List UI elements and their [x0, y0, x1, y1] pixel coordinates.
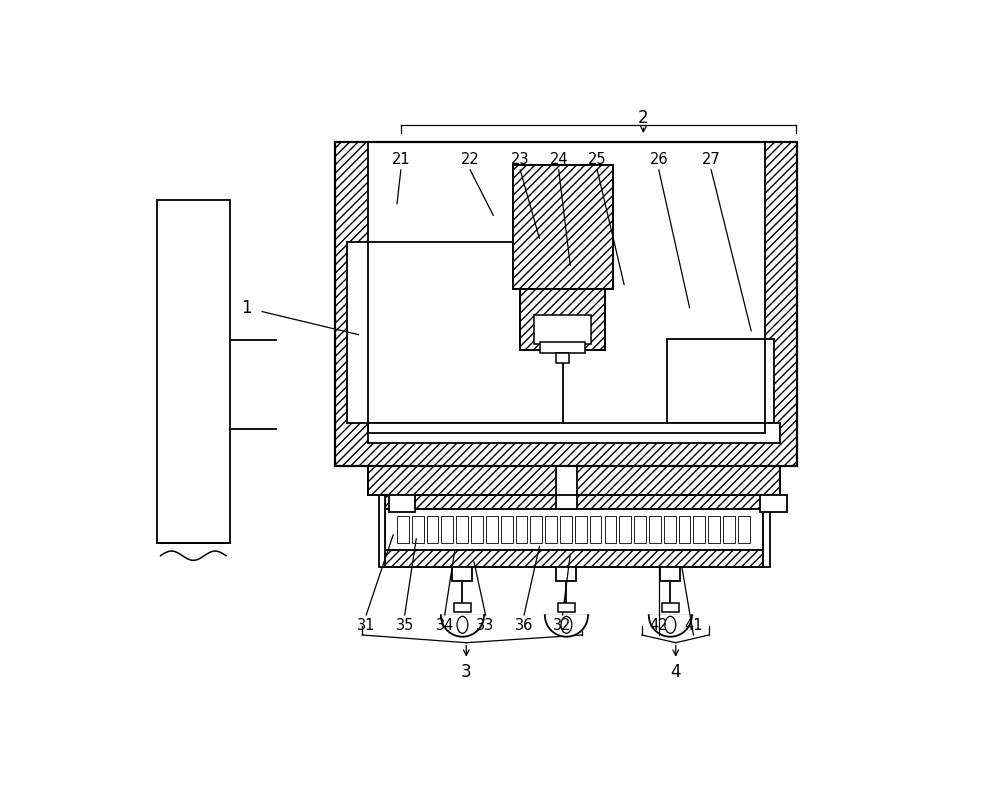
- Bar: [379, 495, 385, 567]
- Text: 24: 24: [549, 152, 568, 166]
- Bar: [412, 517, 424, 543]
- Bar: [335, 142, 797, 466]
- Bar: [486, 517, 498, 543]
- Bar: [556, 466, 577, 510]
- Bar: [516, 517, 527, 543]
- Bar: [385, 550, 763, 567]
- Bar: [385, 510, 763, 550]
- Bar: [590, 517, 601, 543]
- Bar: [368, 466, 780, 495]
- Bar: [368, 466, 780, 495]
- Bar: [520, 289, 605, 350]
- Bar: [520, 289, 605, 350]
- Bar: [763, 495, 770, 567]
- Bar: [649, 517, 661, 543]
- Text: 2: 2: [638, 109, 649, 126]
- Bar: [452, 567, 472, 581]
- Bar: [605, 517, 616, 543]
- Bar: [556, 353, 569, 363]
- Bar: [512, 166, 613, 289]
- Bar: [558, 602, 575, 612]
- Text: 31: 31: [357, 618, 375, 634]
- Bar: [335, 142, 797, 466]
- Bar: [660, 567, 680, 581]
- Bar: [441, 517, 453, 543]
- Bar: [575, 517, 587, 543]
- Text: 21: 21: [392, 152, 410, 166]
- Bar: [512, 166, 613, 289]
- Polygon shape: [441, 615, 484, 637]
- Bar: [662, 602, 679, 612]
- Bar: [723, 517, 735, 543]
- Ellipse shape: [561, 616, 572, 634]
- Text: 33: 33: [476, 618, 495, 634]
- Bar: [534, 314, 591, 344]
- Bar: [385, 550, 763, 567]
- Bar: [456, 517, 468, 543]
- Bar: [664, 517, 676, 543]
- Text: 41: 41: [684, 618, 703, 634]
- Bar: [501, 517, 513, 543]
- Bar: [667, 338, 774, 423]
- Bar: [385, 495, 763, 510]
- Text: 1: 1: [242, 298, 252, 317]
- Text: 27: 27: [702, 152, 721, 166]
- Bar: [368, 142, 765, 434]
- Text: 42: 42: [649, 618, 668, 634]
- Text: 4: 4: [670, 663, 681, 681]
- Bar: [454, 602, 471, 612]
- Bar: [368, 423, 780, 442]
- Text: 3: 3: [461, 663, 472, 681]
- Text: 22: 22: [461, 152, 480, 166]
- Polygon shape: [649, 615, 692, 637]
- Text: 32: 32: [553, 618, 572, 634]
- Bar: [679, 517, 690, 543]
- Bar: [385, 495, 763, 510]
- Bar: [427, 517, 438, 543]
- Bar: [157, 200, 230, 542]
- Bar: [389, 495, 415, 512]
- Bar: [619, 517, 631, 543]
- Bar: [471, 517, 483, 543]
- Bar: [556, 567, 576, 581]
- Bar: [708, 517, 720, 543]
- Bar: [368, 142, 765, 434]
- Ellipse shape: [457, 616, 468, 634]
- Bar: [693, 517, 705, 543]
- Bar: [397, 517, 409, 543]
- Polygon shape: [545, 615, 588, 637]
- Text: 26: 26: [649, 152, 668, 166]
- Text: 36: 36: [515, 618, 533, 634]
- Bar: [760, 495, 787, 512]
- Bar: [530, 517, 542, 543]
- Bar: [738, 517, 750, 543]
- Text: 23: 23: [511, 152, 529, 166]
- Text: 35: 35: [396, 618, 414, 634]
- Ellipse shape: [665, 616, 676, 634]
- Text: 25: 25: [588, 152, 607, 166]
- Text: 34: 34: [436, 618, 454, 634]
- Bar: [347, 242, 563, 423]
- Bar: [545, 517, 557, 543]
- Bar: [634, 517, 646, 543]
- Bar: [540, 342, 585, 353]
- Bar: [560, 517, 572, 543]
